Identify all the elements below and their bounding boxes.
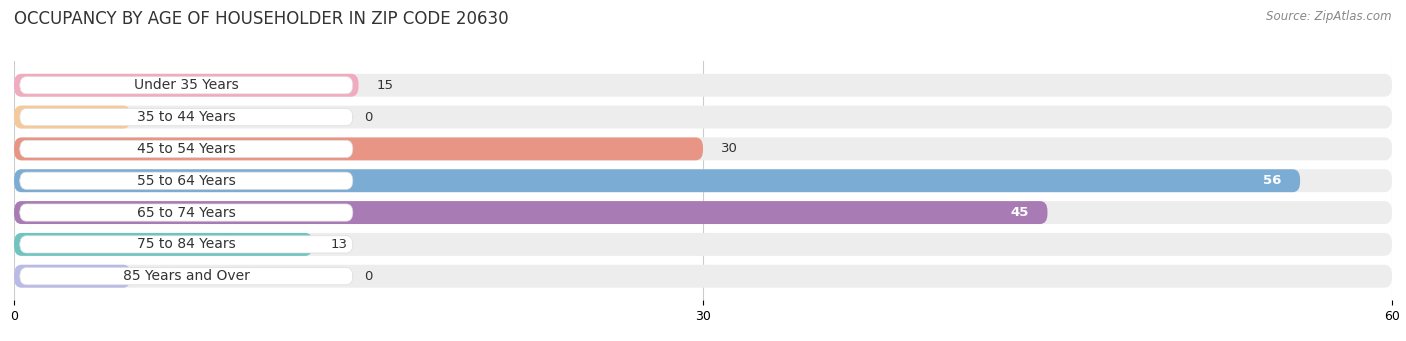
FancyBboxPatch shape bbox=[14, 201, 1047, 224]
FancyBboxPatch shape bbox=[20, 204, 353, 221]
FancyBboxPatch shape bbox=[14, 233, 312, 256]
Text: 56: 56 bbox=[1264, 174, 1282, 187]
FancyBboxPatch shape bbox=[14, 265, 131, 288]
FancyBboxPatch shape bbox=[20, 108, 353, 126]
FancyBboxPatch shape bbox=[14, 169, 1392, 192]
FancyBboxPatch shape bbox=[20, 236, 353, 253]
FancyBboxPatch shape bbox=[20, 268, 353, 285]
Text: 30: 30 bbox=[721, 143, 738, 155]
Text: 75 to 84 Years: 75 to 84 Years bbox=[136, 237, 236, 251]
Text: Under 35 Years: Under 35 Years bbox=[134, 78, 239, 92]
Text: 0: 0 bbox=[364, 110, 373, 123]
Text: 15: 15 bbox=[377, 79, 394, 92]
FancyBboxPatch shape bbox=[20, 140, 353, 158]
FancyBboxPatch shape bbox=[14, 74, 1392, 97]
FancyBboxPatch shape bbox=[14, 137, 1392, 160]
FancyBboxPatch shape bbox=[14, 74, 359, 97]
Text: 13: 13 bbox=[330, 238, 347, 251]
Text: 65 to 74 Years: 65 to 74 Years bbox=[136, 206, 236, 220]
FancyBboxPatch shape bbox=[14, 233, 1392, 256]
Text: 35 to 44 Years: 35 to 44 Years bbox=[136, 110, 236, 124]
FancyBboxPatch shape bbox=[20, 77, 353, 94]
Text: 0: 0 bbox=[364, 270, 373, 283]
FancyBboxPatch shape bbox=[14, 265, 1392, 288]
Text: 45: 45 bbox=[1011, 206, 1029, 219]
Text: 45 to 54 Years: 45 to 54 Years bbox=[136, 142, 236, 156]
Text: 85 Years and Over: 85 Years and Over bbox=[122, 269, 250, 283]
Text: 55 to 64 Years: 55 to 64 Years bbox=[136, 174, 236, 188]
FancyBboxPatch shape bbox=[14, 137, 703, 160]
Text: OCCUPANCY BY AGE OF HOUSEHOLDER IN ZIP CODE 20630: OCCUPANCY BY AGE OF HOUSEHOLDER IN ZIP C… bbox=[14, 10, 509, 28]
FancyBboxPatch shape bbox=[14, 106, 131, 129]
FancyBboxPatch shape bbox=[20, 172, 353, 189]
FancyBboxPatch shape bbox=[14, 169, 1301, 192]
Text: Source: ZipAtlas.com: Source: ZipAtlas.com bbox=[1267, 10, 1392, 23]
FancyBboxPatch shape bbox=[14, 201, 1392, 224]
FancyBboxPatch shape bbox=[14, 106, 1392, 129]
